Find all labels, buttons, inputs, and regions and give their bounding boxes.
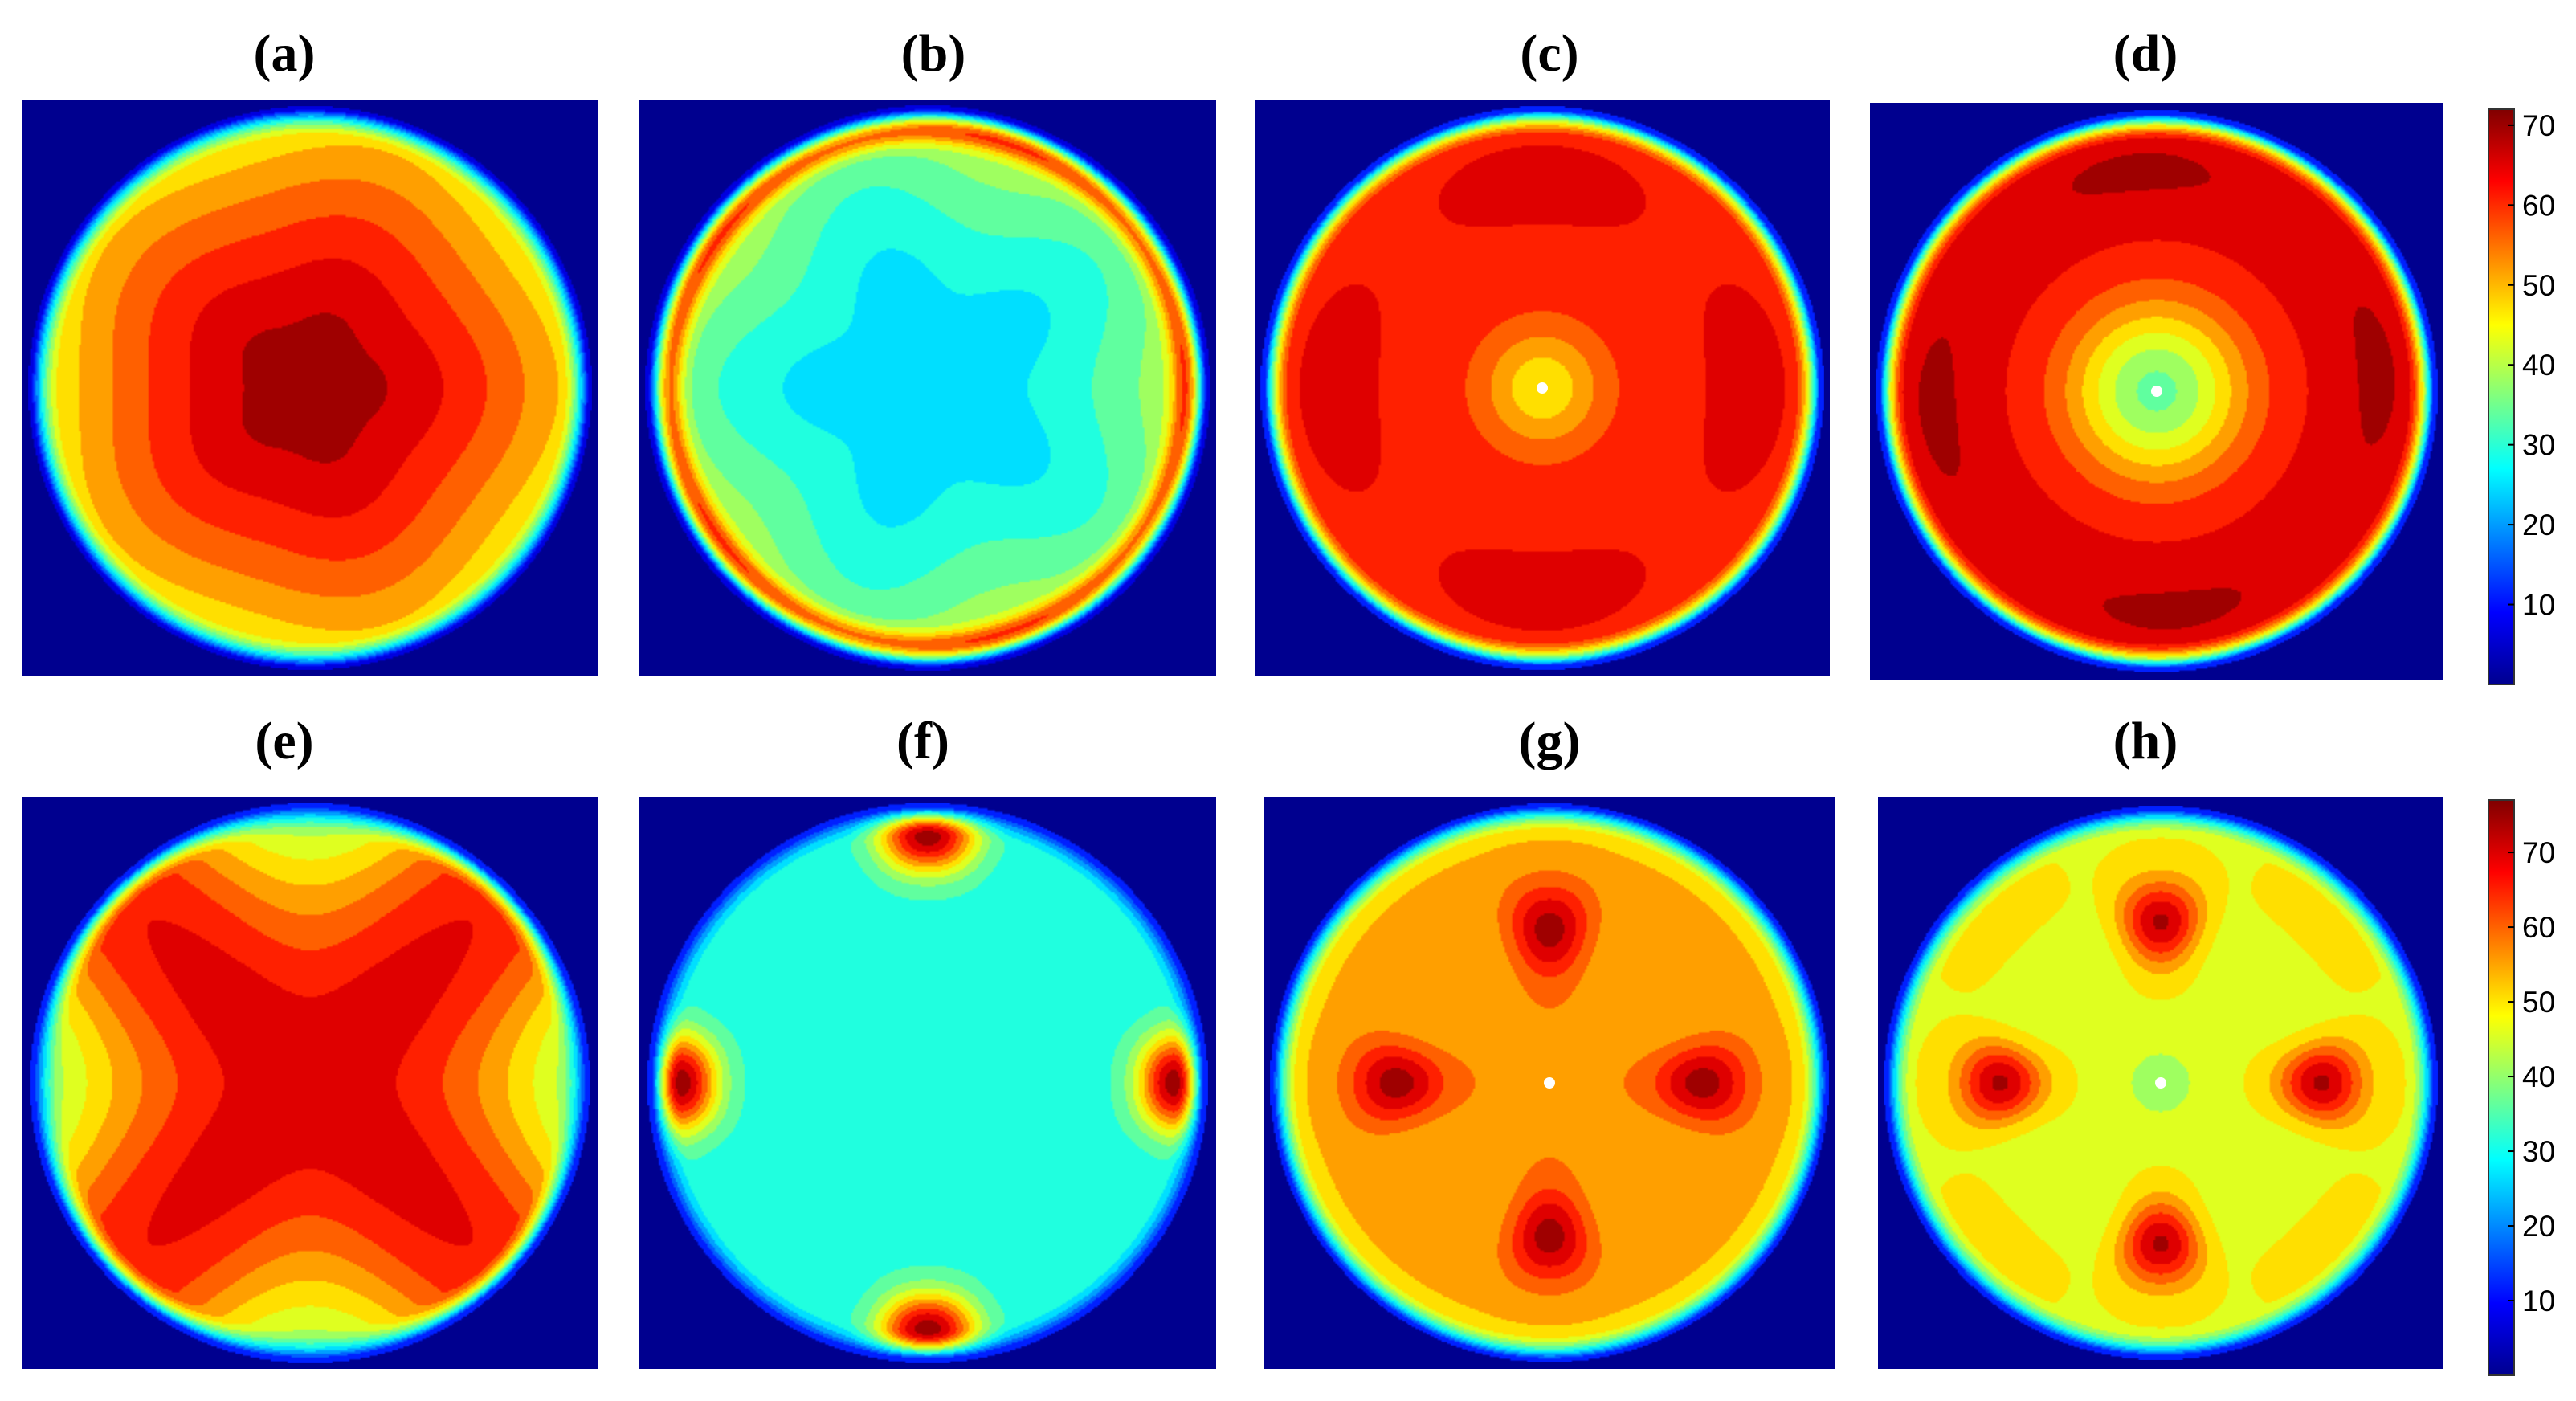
colorbar-tick-label: 70 [2522,836,2555,869]
heatmap-disk [28,106,592,670]
panel-label-c: (c) [1520,24,1578,83]
colorbar-tick-label: 20 [2522,509,2555,541]
colorbar-ramp [2488,108,2515,685]
heatmap-disk [30,803,590,1363]
colorbar-ramp [2488,799,2515,1376]
heatmap-panel-f [639,797,1216,1369]
colorbar-tick-label: 40 [2522,349,2555,382]
heatmap-disk [645,105,1210,671]
colorbar-tick-label: 60 [2522,189,2555,222]
panel-label-e: (e) [255,712,313,770]
center-marker [1537,382,1548,394]
heatmap-panel-c [1255,100,1830,676]
heatmap-panel-b [639,100,1216,676]
panel-label-d: (d) [2113,24,2178,83]
colorbar-tick-label: 40 [2522,1060,2555,1093]
colorbar-tick-label: 70 [2522,109,2555,142]
heatmap-disk [647,803,1208,1363]
colorbar-tick-label: 20 [2522,1210,2555,1243]
colorbar-tick-label: 30 [2522,429,2555,462]
panel-label-h: (h) [2113,712,2178,770]
center-marker [2155,1077,2166,1089]
panel-label-f: (f) [896,712,949,770]
colorbar-tick-label: 50 [2522,986,2555,1019]
center-marker [2151,386,2162,397]
colorbar-row-1: 10 20 30 40 50 60 70 [2488,108,2555,685]
colorbar-tick-label: 30 [2522,1135,2555,1168]
heatmap-panel-h [1878,797,2443,1369]
panel-label-a: (a) [254,24,316,83]
panel-label-b: (b) [901,24,966,83]
colorbar-row-2: 10 20 30 40 50 60 70 [2488,799,2555,1376]
heatmap-panel-d [1870,103,2443,680]
heatmap-panel-g [1264,797,1835,1369]
center-marker [1544,1077,1555,1089]
heatmap-panel-a [22,100,598,676]
panel-label-g: (g) [1519,712,1581,770]
heatmap-panels [22,100,2443,1369]
colorbar-tick-label: 50 [2522,269,2555,302]
colorbar-tick-label: 10 [2522,1285,2555,1317]
colorbar-tick-label: 10 [2522,589,2555,622]
colorbar-tick-label: 60 [2522,911,2555,944]
heatmap-panel-e [22,797,598,1369]
